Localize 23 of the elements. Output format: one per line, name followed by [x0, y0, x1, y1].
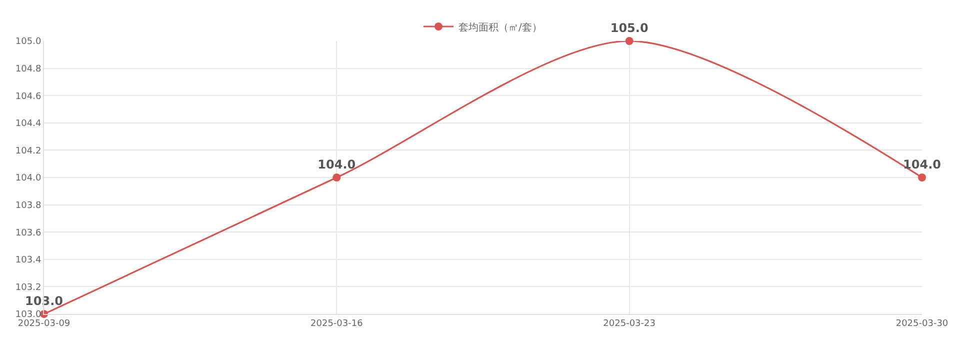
y-tick-label: 103.6	[15, 228, 42, 238]
x-tick-label: 2025-03-09	[18, 318, 70, 329]
x-tick-label: 2025-03-30	[896, 318, 948, 329]
y-tick-label: 103.4	[15, 256, 42, 266]
y-tick-label: 104.8	[15, 64, 42, 74]
y-tick-label: 104.0	[15, 174, 42, 184]
data-label: 105.0	[610, 21, 648, 35]
data-label: 104.0	[903, 158, 941, 172]
point	[918, 174, 926, 182]
y-tick-label: 105.0	[15, 37, 42, 48]
data-label: 104.0	[318, 158, 356, 172]
y-tick-label: 104.4	[15, 119, 42, 130]
x-tick-label: 2025-03-16	[310, 318, 364, 329]
y-tick-label: 103.8	[15, 200, 42, 211]
legend-label: 套均面积（㎡/套）	[458, 21, 542, 34]
data-label: 103.0	[25, 294, 63, 308]
y-tick-label: 103.2	[15, 282, 42, 293]
y-tick-label: 103.0	[15, 310, 42, 320]
y-tick-label: 104.2	[15, 146, 42, 156]
point	[332, 174, 341, 182]
x-tick-label: 2025-03-23	[603, 318, 656, 329]
y-tick-label: 104.6	[15, 92, 42, 102]
point	[625, 37, 634, 45]
